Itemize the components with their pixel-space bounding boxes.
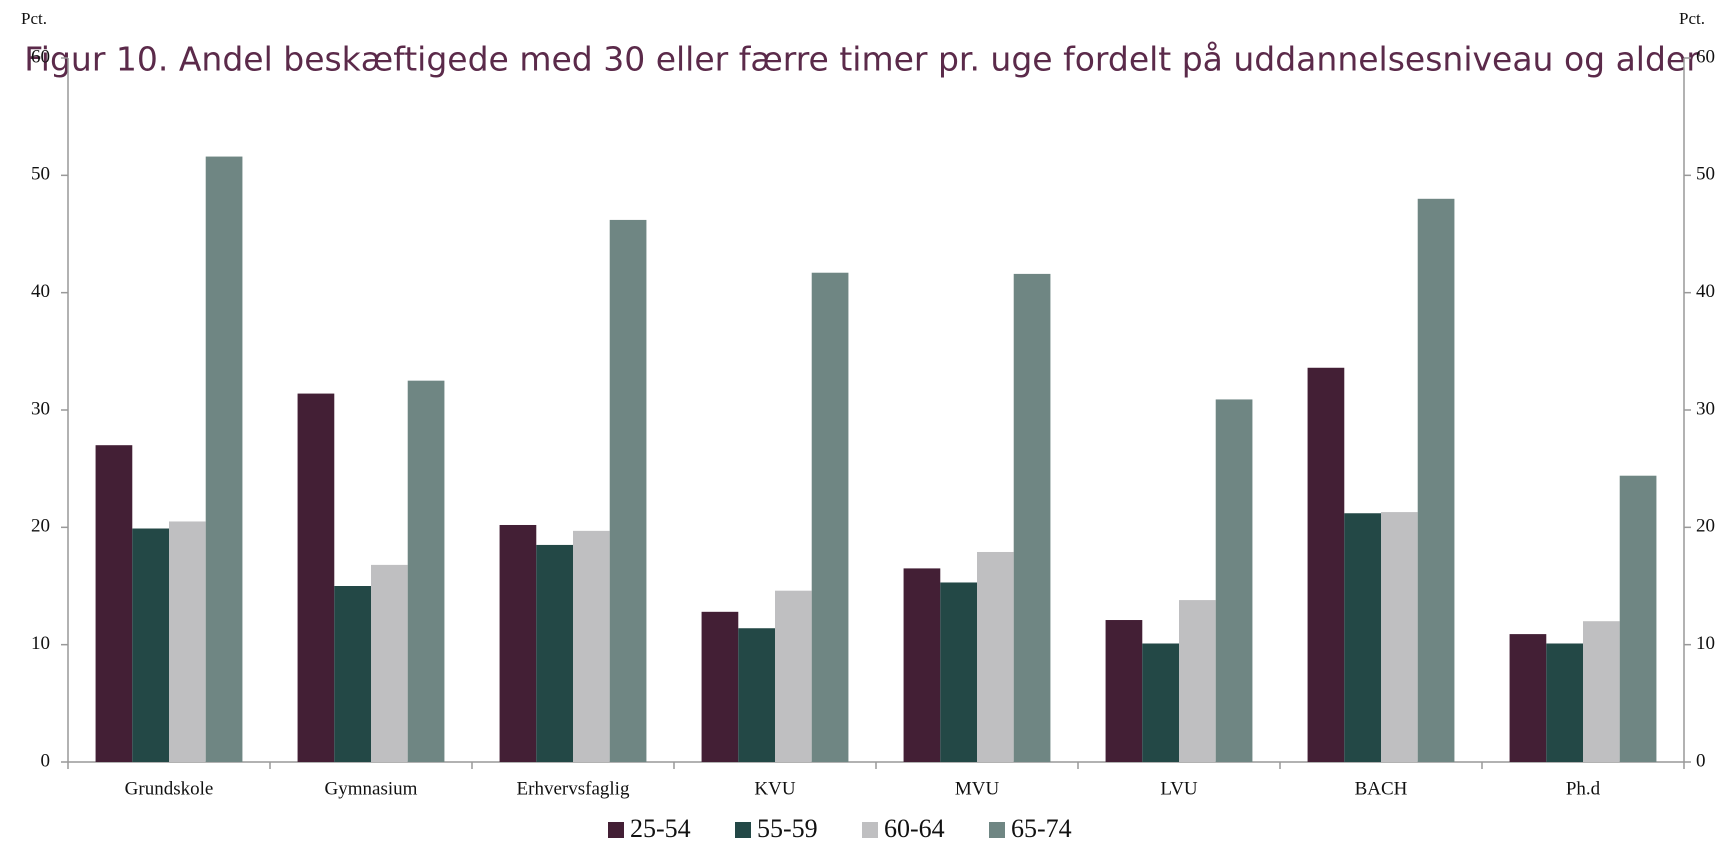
bar (1179, 600, 1216, 762)
bar (499, 524, 537, 762)
legend-swatch (862, 822, 878, 838)
bar (536, 544, 573, 762)
bar (573, 530, 610, 762)
bar (169, 521, 206, 762)
bar (1381, 512, 1418, 762)
bar (1142, 643, 1179, 762)
x-tick-label: Grundskole (125, 778, 214, 799)
bar (1105, 620, 1143, 762)
x-tick-label: KVU (754, 778, 795, 799)
y-tick-label: 60 (31, 46, 50, 67)
bar (1013, 273, 1051, 762)
x-tick-label: MVU (955, 778, 1000, 799)
x-tick-label: LVU (1160, 778, 1198, 799)
x-tick-label: Gymnasium (325, 778, 418, 799)
y2-tick-label: 20 (1696, 516, 1715, 537)
bar (1583, 621, 1620, 762)
bar (132, 528, 169, 762)
y-tick-label: 30 (31, 398, 50, 419)
y-tick-label: 40 (31, 281, 50, 302)
bar (609, 219, 647, 763)
y-tick-label: 20 (31, 516, 50, 537)
y2-tick-label: 0 (1696, 750, 1706, 771)
x-tick-label: Ph.d (1566, 778, 1601, 799)
bar (1417, 198, 1455, 763)
bar (205, 156, 243, 762)
x-tick-label: BACH (1355, 778, 1408, 799)
legend-swatch (989, 822, 1005, 838)
bar (1509, 634, 1547, 762)
bar (701, 611, 739, 762)
bar (1619, 475, 1657, 762)
y2-tick-label: 40 (1696, 281, 1715, 302)
legend-label: 25-54 (630, 814, 691, 841)
y-axis-label: Pct. (21, 9, 47, 28)
legend-label: 55-59 (757, 814, 818, 841)
legend-swatch (608, 822, 624, 838)
y-tick-label: 10 (31, 633, 50, 654)
bar (1307, 367, 1345, 762)
y2-tick-label: 50 (1696, 164, 1715, 185)
legend-label: 60-64 (884, 814, 945, 841)
y2-tick-label: 10 (1696, 633, 1715, 654)
legend-label: 65-74 (1011, 814, 1072, 841)
x-tick-label: Erhvervsfaglig (517, 778, 630, 799)
bar (903, 568, 941, 762)
bar (811, 272, 849, 762)
bar (1546, 643, 1583, 762)
bar (775, 590, 812, 762)
bar (738, 628, 775, 762)
bar (1344, 513, 1381, 762)
bar (407, 380, 445, 762)
bar (297, 393, 335, 762)
legend-swatch (735, 822, 751, 838)
bar (334, 586, 371, 762)
y2-axis-label: Pct. (1679, 9, 1705, 28)
bar (1215, 399, 1253, 762)
y-tick-label: 0 (41, 750, 51, 771)
y2-tick-label: 30 (1696, 398, 1715, 419)
chart-title: Figur 10. Andel beskæftigede med 30 elle… (24, 40, 1700, 79)
bar (95, 445, 133, 762)
bar (977, 551, 1014, 762)
y-tick-label: 50 (31, 164, 50, 185)
bar (371, 564, 408, 762)
y2-tick-label: 60 (1696, 46, 1715, 67)
bar (940, 582, 977, 762)
